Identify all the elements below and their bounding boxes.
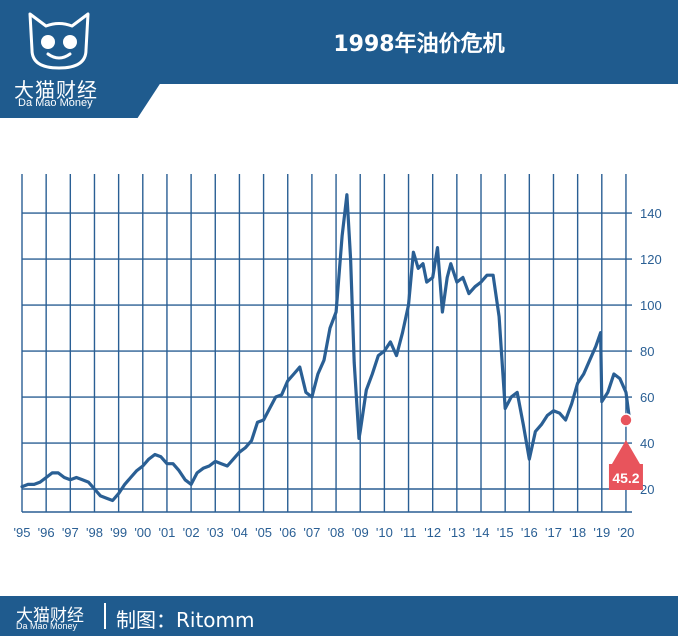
x-tick-label: '06 [279,525,296,540]
x-tick-label: '13 [448,525,465,540]
logo-subtext: Da Mao Money [18,97,93,109]
x-tick-label: '05 [255,525,272,540]
x-tick-label: '19 [593,525,610,540]
x-tick-label: '09 [352,525,369,540]
x-tick-label: '12 [424,525,441,540]
x-tick-label: '07 [303,525,320,540]
chart-credit: 制图：Ritomm [116,608,255,632]
y-axis-ticks: 20 40 60 80 100 120 140 [640,206,662,497]
x-tick-label: '03 [207,525,224,540]
y-tick-label: 40 [640,436,654,451]
y-tick-label: 20 [640,482,654,497]
x-tick-label: '98 [86,525,103,540]
x-tick-label: '02 [183,525,200,540]
x-tick-label: '20 [617,525,634,540]
cat-logo-icon [28,12,90,70]
latest-price-marker [619,413,633,427]
x-tick-label: '18 [569,525,586,540]
x-tick-label: '10 [376,525,393,540]
price-callout [608,440,643,491]
x-tick-label: '97 [62,525,79,540]
y-tick-label: 80 [640,344,654,359]
x-tick-label: '14 [473,525,490,540]
x-tick-label: '15 [497,525,514,540]
x-tick-label: '04 [231,525,248,540]
y-tick-label: 100 [640,298,662,313]
y-tick-label: 60 [640,390,654,405]
latest-price-annotation: 45.2 [608,413,643,491]
x-axis-ticks: '95 '96 '97 '98 '99 '00 '01 '02 '03 '04 '05 '06 '07 '… [14,525,635,540]
x-tick-label: '96 [38,525,55,540]
y-tick-label: 140 [640,206,662,221]
x-tick-label: '00 [134,525,151,540]
x-tick-label: '95 [14,525,31,540]
y-tick-label: 120 [640,252,662,267]
x-tick-label: '17 [545,525,562,540]
logo-text: 大猫财经 [14,78,98,102]
x-tick-label: '16 [521,525,538,540]
footer-brand-subtext: Da Mao Money [16,621,78,631]
price-callout-label: 45.2 [612,470,639,486]
price-line [20,193,632,503]
x-tick-label: '08 [328,525,345,540]
footer-bar: 大猫财经 Da Mao Money 制图：Ritomm [0,596,678,636]
price-series [20,193,632,503]
x-tick-label: '99 [110,525,127,540]
brand-logo: 大猫财经 Da Mao Money [0,0,160,118]
chart-title: 1998年油价危机 [333,32,505,57]
x-tick-label: '01 [158,525,175,540]
footer-brand: 大猫财经 [16,606,84,626]
x-tick-label: '11 [401,525,417,540]
footer-divider [104,603,106,629]
